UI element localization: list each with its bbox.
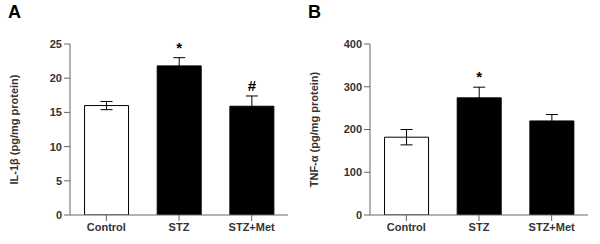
svg-text:20: 20 (50, 72, 62, 84)
svg-text:25: 25 (50, 38, 62, 50)
html-text:B: B (308, 2, 321, 22)
svg-text:*: * (176, 39, 182, 56)
svg-text:Control: Control (387, 221, 426, 233)
svg-text:5: 5 (56, 175, 62, 187)
html-text:A: A (8, 2, 21, 22)
svg-text:STZ+Met: STZ+Met (229, 221, 275, 233)
svg-text:200: 200 (344, 123, 362, 135)
svg-text:400: 400 (344, 38, 362, 50)
svg-text:0: 0 (356, 209, 362, 221)
svg-text:TNF-α (pg/mg protein): TNF-α (pg/mg protein) (308, 71, 320, 187)
svg-text:Control: Control (87, 221, 126, 233)
svg-text:*: * (476, 68, 482, 85)
svg-text:STZ+Met: STZ+Met (529, 221, 575, 233)
svg-text:0: 0 (56, 209, 62, 221)
svg-text:100: 100 (344, 166, 362, 178)
svg-text:10: 10 (50, 141, 62, 153)
svg-text:STZ: STZ (469, 221, 490, 233)
svg-text:STZ: STZ (169, 221, 190, 233)
svg-text:IL-1β (pg/mg protein): IL-1β (pg/mg protein) (8, 74, 20, 184)
svg-text:15: 15 (50, 106, 62, 118)
svg-text:#: # (248, 77, 257, 94)
svg-text:300: 300 (344, 81, 362, 93)
